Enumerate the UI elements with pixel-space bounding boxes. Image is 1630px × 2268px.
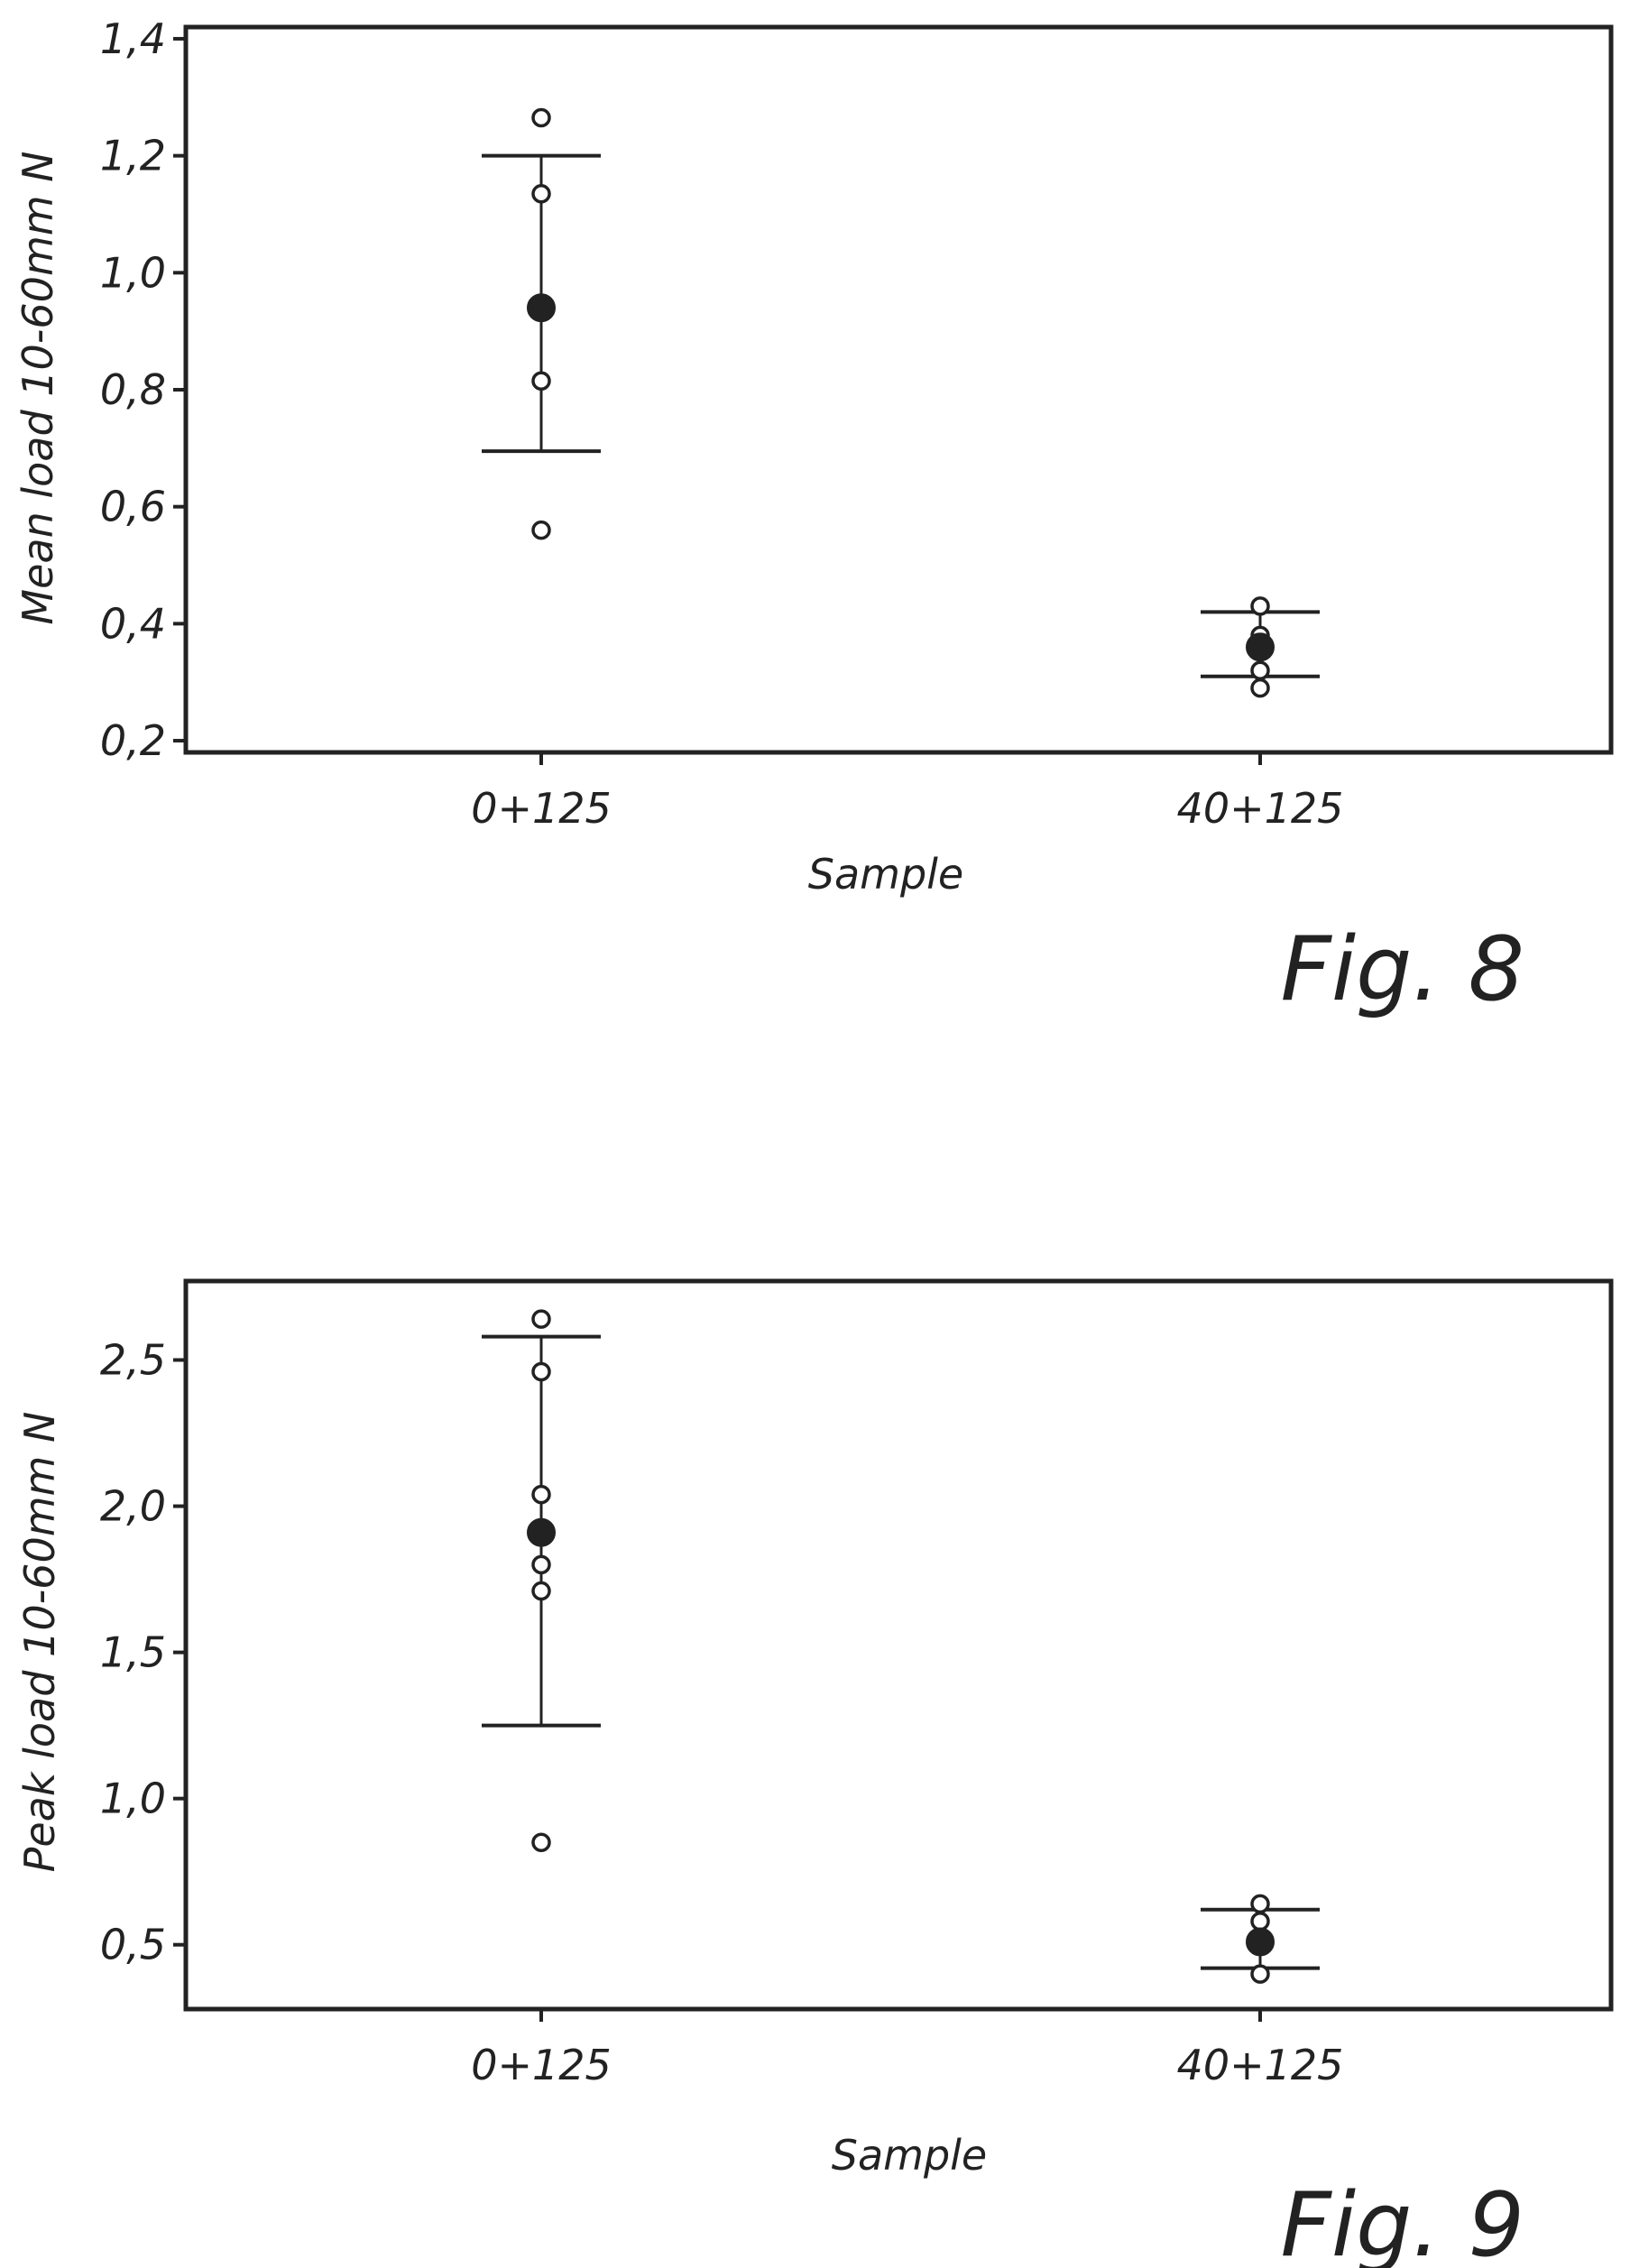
mean-marker — [527, 1517, 556, 1547]
data-marks — [482, 1309, 1320, 1984]
data-point — [531, 1361, 551, 1382]
data-point — [531, 107, 551, 128]
data-point — [1250, 596, 1270, 616]
x-axis: 0+125 40+125 — [471, 2009, 1343, 2089]
mean-marker — [527, 293, 556, 323]
data-point — [1250, 1964, 1270, 1984]
x-tick-label: 40+125 — [1177, 784, 1344, 833]
data-point — [1250, 678, 1270, 698]
y-tick-label: 1,5 — [100, 1628, 166, 1677]
x-axis-title: Sample — [832, 2131, 987, 2180]
y-tick-label: 1,0 — [100, 248, 166, 297]
x-tick-label: 0+125 — [471, 784, 612, 833]
data-point — [1250, 1894, 1270, 1914]
mean-marker — [1246, 1927, 1275, 1957]
data-point — [531, 1581, 551, 1601]
plot-frame — [183, 1278, 1614, 2012]
data-point — [531, 371, 551, 392]
data-point — [531, 1309, 551, 1329]
data-point — [531, 1484, 551, 1505]
data-point — [531, 1832, 551, 1853]
data-marks — [482, 107, 1320, 698]
x-axis-title: Sample — [808, 850, 963, 899]
data-point — [531, 520, 551, 540]
y-tick-label: 1,4 — [100, 14, 166, 63]
y-axis: 0,5 1,0 1,5 2,0 2,5 — [100, 1336, 186, 1969]
y-tick-label: 0,5 — [100, 1921, 166, 1969]
data-point — [531, 1554, 551, 1575]
x-tick-label: 0+125 — [471, 2041, 612, 2089]
y-tick-label: 1,2 — [100, 132, 166, 180]
figure-label: Fig. 8 — [1281, 918, 1524, 1021]
x-tick-label: 40+125 — [1177, 2041, 1344, 2089]
y-axis-title: Peak load 10-60mm N — [15, 1412, 64, 1873]
y-tick-label: 0,4 — [100, 599, 166, 648]
mean-marker — [1246, 632, 1275, 662]
y-axis: 0,2 0,4 0,6 0,8 1,0 1,2 1,4 — [100, 14, 186, 765]
data-point — [1250, 1912, 1270, 1931]
plot-frame — [183, 24, 1614, 755]
chart-peak-load: 0,5 1,0 1,5 2,0 2,5 0+125 40+125 Sample Peak … — [15, 1278, 1614, 2268]
data-point — [1250, 660, 1270, 680]
y-tick-label: 2,5 — [100, 1336, 166, 1385]
y-tick-label: 1,0 — [100, 1775, 166, 1823]
x-axis: 0+125 40+125 — [471, 752, 1343, 833]
y-tick-label: 0,8 — [100, 365, 166, 414]
figure-label: Fig. 9 — [1281, 2174, 1524, 2268]
y-tick-label: 0,2 — [100, 716, 166, 765]
y-axis-title: Mean load 10-60mm N — [14, 151, 62, 624]
chart-mean-load: 0,2 0,4 0,6 0,8 1,0 1,2 1,4 0+125 40+125 Sample… — [14, 14, 1614, 1021]
data-point — [531, 184, 551, 204]
y-tick-label: 2,0 — [100, 1482, 166, 1531]
y-tick-label: 0,6 — [100, 483, 166, 531]
